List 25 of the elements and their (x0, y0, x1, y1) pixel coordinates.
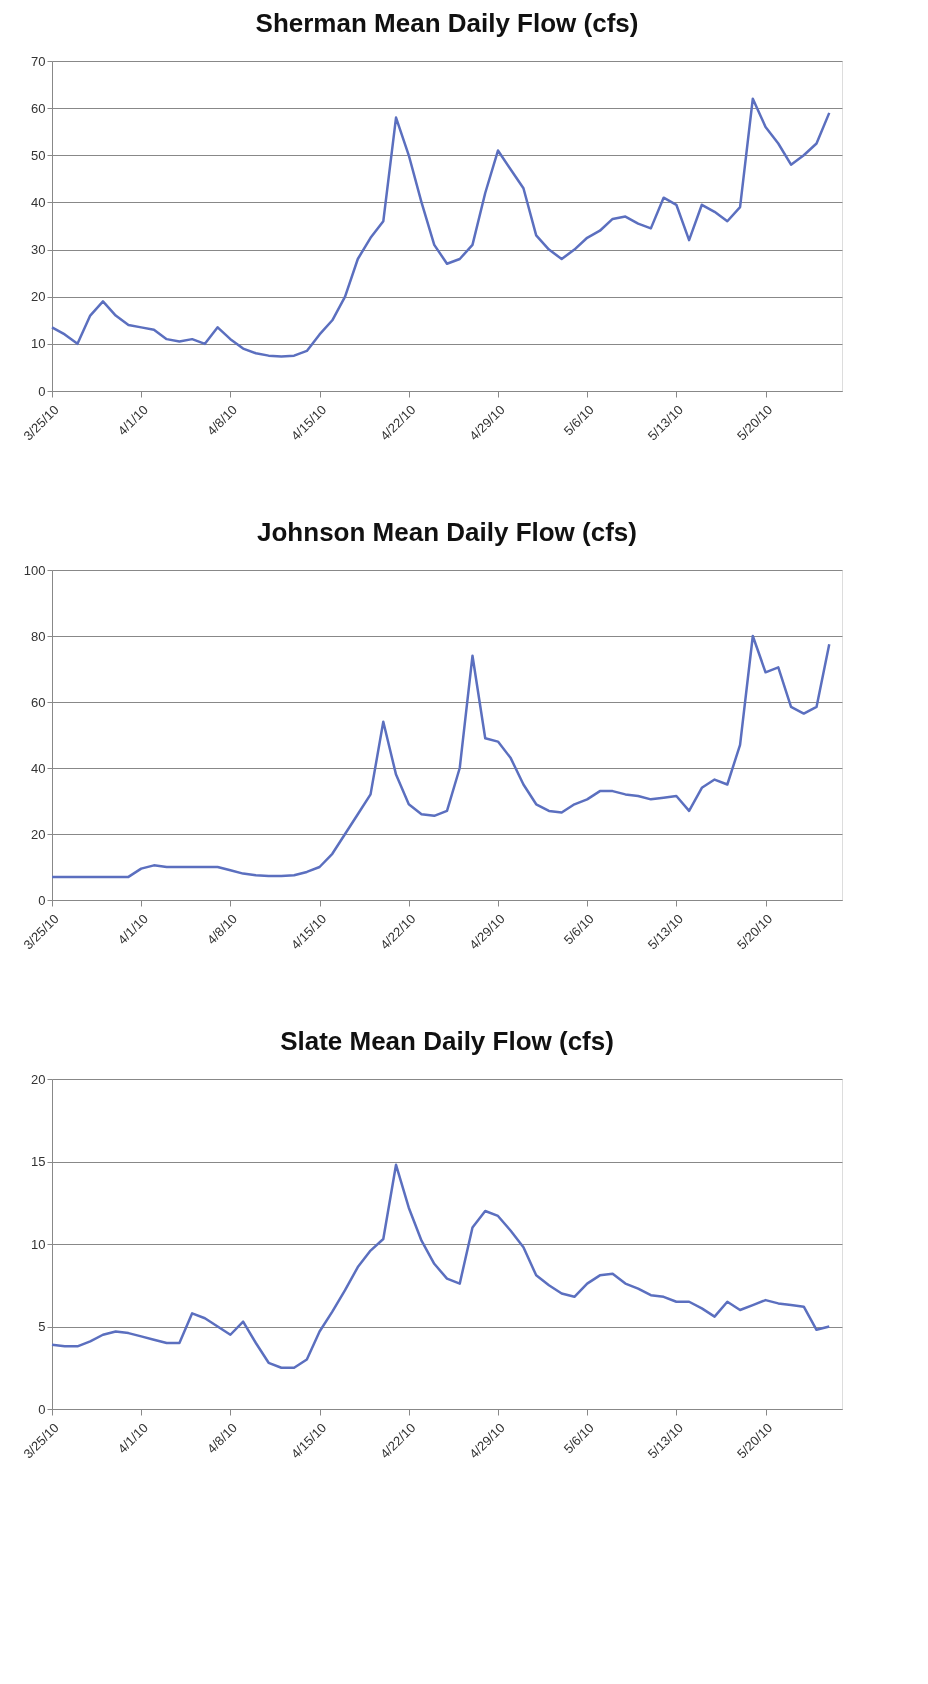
y-tick-label: 0 (38, 892, 46, 908)
y-tick-label: 60 (31, 100, 46, 116)
chart-title: Slate Mean Daily Flow (cfs) (280, 1026, 614, 1056)
y-tick-label: 5 (38, 1319, 46, 1334)
chart-title: Sherman Mean Daily Flow (cfs) (255, 8, 639, 38)
y-tick-label: 0 (38, 383, 46, 399)
y-tick-label: 10 (31, 336, 46, 352)
line-series (50, 97, 831, 358)
line-series (50, 634, 831, 879)
y-tick-label: 15 (31, 1154, 46, 1169)
y-tick-label: 20 (31, 1071, 46, 1087)
y-tick-label: 70 (31, 53, 46, 69)
y-tick-label: 80 (31, 628, 46, 644)
y-tick-label: 40 (31, 760, 46, 776)
y-tick-label: 20 (31, 826, 46, 842)
y-tick-label: 100 (23, 562, 46, 578)
y-tick-label: 30 (31, 242, 46, 258)
line-series (50, 1163, 831, 1369)
y-tick-label: 40 (31, 194, 46, 210)
y-tick-label: 60 (31, 694, 46, 710)
y-tick-label: 20 (31, 289, 46, 305)
y-tick-label: 0 (38, 1401, 46, 1417)
y-tick-label: 50 (31, 147, 46, 163)
y-tick-label: 10 (31, 1236, 46, 1252)
chart-title: Johnson Mean Daily Flow (cfs) (257, 517, 637, 547)
